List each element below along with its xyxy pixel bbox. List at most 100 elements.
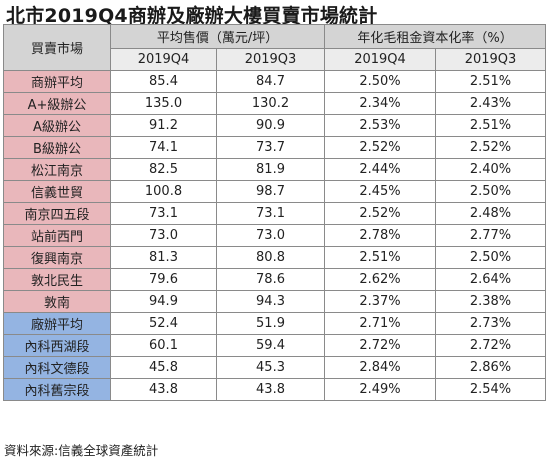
yield-q4-cell: 2.78% — [324, 224, 437, 247]
row-name-cell: 內科西湖段 — [3, 334, 111, 357]
yield-q4-cell: 2.34% — [324, 92, 437, 115]
market-stats-table: 買賣市場 平均售價（萬元/坪） 年化毛租金資本化率（%） 2019Q4 2019… — [3, 24, 547, 401]
row-name-cell: 敦南 — [3, 290, 111, 313]
yield-q4-cell: 2.49% — [324, 378, 437, 401]
yield-q3-cell: 2.86% — [435, 356, 547, 379]
table-row: 敦南 94.9 94.3 2.37% 2.38% — [3, 290, 547, 313]
yield-q4-cell: 2.52% — [324, 136, 437, 159]
table-row: 南京四五段 73.1 73.1 2.52% 2.48% — [3, 202, 547, 225]
price-q3-cell: 43.8 — [215, 378, 326, 401]
yield-q3-cell: 2.77% — [435, 224, 547, 247]
table-row: 復興南京 81.3 80.8 2.51% 2.50% — [3, 246, 547, 269]
yield-q4-cell: 2.44% — [324, 158, 437, 181]
table-row: 廠辦平均 52.4 51.9 2.71% 2.73% — [3, 312, 547, 335]
yield-q4-cell: 2.52% — [324, 202, 437, 225]
yield-q4-cell: 2.84% — [324, 356, 437, 379]
price-q3-cell: 78.6 — [215, 268, 326, 291]
row-name-cell: 廠辦平均 — [3, 312, 111, 335]
yield-q3-cell: 2.50% — [435, 246, 547, 269]
row-name-cell: 信義世貿 — [3, 180, 111, 203]
price-q4-cell: 85.4 — [110, 70, 217, 93]
yield-q3-cell: 2.48% — [435, 202, 547, 225]
price-q3-cell: 84.7 — [215, 70, 326, 93]
col-header-price-q4: 2019Q4 — [110, 48, 217, 71]
yield-group-header: 年化毛租金資本化率（%） — [324, 24, 547, 49]
corner-header: 買賣市場 — [3, 24, 111, 71]
col-header-yield-q4: 2019Q4 — [324, 48, 437, 71]
col-header-price-q3: 2019Q3 — [215, 48, 326, 71]
page-title: 北市2019Q4商辦及廠辦大樓買賣市場統計 — [6, 5, 378, 27]
price-q3-cell: 45.3 — [215, 356, 326, 379]
price-q3-cell: 59.4 — [215, 334, 326, 357]
table-row: 松江南京 82.5 81.9 2.44% 2.40% — [3, 158, 547, 181]
col-header-yield-q3: 2019Q3 — [435, 48, 547, 71]
price-q4-cell: 73.0 — [110, 224, 217, 247]
table-row: 站前西門 73.0 73.0 2.78% 2.77% — [3, 224, 547, 247]
table-row: 商辦平均 85.4 84.7 2.50% 2.51% — [3, 70, 547, 93]
price-q4-cell: 79.6 — [110, 268, 217, 291]
yield-q3-cell: 2.50% — [435, 180, 547, 203]
price-q3-cell: 80.8 — [215, 246, 326, 269]
sub-header-row: 2019Q4 2019Q3 2019Q4 2019Q3 — [4, 48, 547, 71]
price-q3-cell: 98.7 — [215, 180, 326, 203]
yield-q4-cell: 2.37% — [324, 290, 437, 313]
price-q3-cell: 90.9 — [215, 114, 326, 137]
price-q4-cell: 94.9 — [110, 290, 217, 313]
yield-q4-cell: 2.45% — [324, 180, 437, 203]
price-q3-cell: 94.3 — [215, 290, 326, 313]
row-name-cell: A級辦公 — [3, 114, 111, 137]
yield-q3-cell: 2.38% — [435, 290, 547, 313]
table-row: 內科西湖段 60.1 59.4 2.72% 2.72% — [3, 334, 547, 357]
yield-q3-cell: 2.40% — [435, 158, 547, 181]
row-name-cell: B級辦公 — [3, 136, 111, 159]
yield-q3-cell: 2.52% — [435, 136, 547, 159]
price-q4-cell: 74.1 — [110, 136, 217, 159]
price-group-header: 平均售價（萬元/坪） — [109, 24, 326, 49]
price-q4-cell: 60.1 — [110, 334, 217, 357]
source-note: 資料來源:信義全球資產統計 — [4, 443, 159, 458]
yield-q3-cell: 2.43% — [435, 92, 547, 115]
row-name-cell: 南京四五段 — [3, 202, 111, 225]
price-q4-cell: 81.3 — [110, 246, 217, 269]
yield-q3-cell: 2.64% — [435, 268, 547, 291]
yield-q3-cell: 2.72% — [435, 334, 547, 357]
yield-q4-cell: 2.51% — [324, 246, 437, 269]
table-row: 內科舊宗段 43.8 43.8 2.49% 2.54% — [3, 378, 547, 401]
price-q4-cell: 52.4 — [110, 312, 217, 335]
price-q4-cell: 100.8 — [110, 180, 217, 203]
row-name-cell: 復興南京 — [3, 246, 111, 269]
row-name-cell: 商辦平均 — [3, 70, 111, 93]
price-q3-cell: 73.1 — [215, 202, 326, 225]
yield-q3-cell: 2.54% — [435, 378, 547, 401]
yield-q4-cell: 2.53% — [324, 114, 437, 137]
price-q4-cell: 82.5 — [110, 158, 217, 181]
price-q4-cell: 43.8 — [110, 378, 217, 401]
price-q3-cell: 73.0 — [215, 224, 326, 247]
row-name-cell: 敦北民生 — [3, 268, 111, 291]
price-q4-cell: 45.8 — [110, 356, 217, 379]
table-row: 信義世貿 100.8 98.7 2.45% 2.50% — [3, 180, 547, 203]
yield-q4-cell: 2.71% — [324, 312, 437, 335]
price-q3-cell: 73.7 — [215, 136, 326, 159]
price-q3-cell: 81.9 — [215, 158, 326, 181]
row-name-cell: 內科文德段 — [3, 356, 111, 379]
price-q4-cell: 73.1 — [110, 202, 217, 225]
table-row: B級辦公 74.1 73.7 2.52% 2.52% — [3, 136, 547, 159]
row-name-cell: 松江南京 — [3, 158, 111, 181]
yield-q4-cell: 2.62% — [324, 268, 437, 291]
table-body: 商辦平均 85.4 84.7 2.50% 2.51% A+級辦公 135.0 130.2 2.3… — [3, 70, 547, 401]
table-row: 敦北民生 79.6 78.6 2.62% 2.64% — [3, 268, 547, 291]
table-row: A+級辦公 135.0 130.2 2.34% 2.43% — [3, 92, 547, 115]
yield-q4-cell: 2.72% — [324, 334, 437, 357]
table-row: 內科文德段 45.8 45.3 2.84% 2.86% — [3, 356, 547, 379]
yield-q4-cell: 2.50% — [324, 70, 437, 93]
price-q4-cell: 91.2 — [110, 114, 217, 137]
price-q4-cell: 135.0 — [110, 92, 217, 115]
yield-q3-cell: 2.51% — [435, 70, 547, 93]
row-name-cell: 站前西門 — [3, 224, 111, 247]
price-q3-cell: 130.2 — [215, 92, 326, 115]
yield-q3-cell: 2.73% — [435, 312, 547, 335]
yield-q3-cell: 2.51% — [435, 114, 547, 137]
price-q3-cell: 51.9 — [215, 312, 326, 335]
table-row: A級辦公 91.2 90.9 2.53% 2.51% — [3, 114, 547, 137]
